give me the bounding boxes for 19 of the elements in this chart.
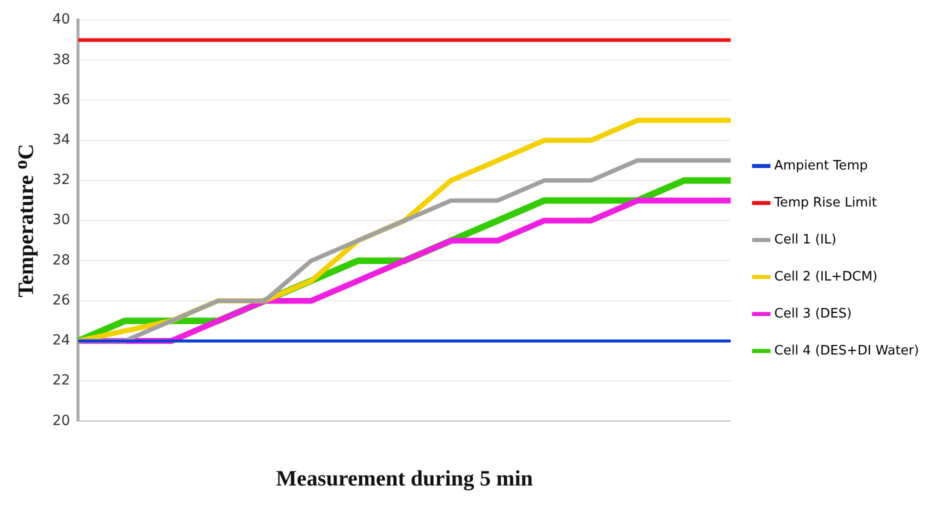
y-tick-label: 26 <box>52 292 70 308</box>
y-tick-label: 22 <box>52 372 70 389</box>
legend-label: Cell 4 (DES+DI Water) <box>774 343 920 358</box>
y-tick-label: 20 <box>52 412 70 429</box>
legend-label: Ampient Temp <box>774 158 868 174</box>
legend-label: Cell 2 (IL+DCM) <box>774 269 878 284</box>
legend-label: Temp Rise Limit <box>773 195 877 210</box>
legend-label: Cell 1 (IL) <box>774 232 836 248</box>
y-tick-label: 32 <box>52 172 70 188</box>
y-tick-label: 30 <box>52 212 70 228</box>
y-tick-label: 28 <box>52 252 70 268</box>
y-tick-label: 36 <box>52 92 70 108</box>
y-tick-label: 38 <box>52 52 70 68</box>
y-tick-label: 24 <box>52 332 70 349</box>
y-axis-title: Temperature ᴼC <box>12 144 38 298</box>
x-axis-title: Measurement during 5 min <box>276 465 533 490</box>
legend-label: Cell 3 (DES) <box>774 306 852 322</box>
y-tick-label: 40 <box>52 12 70 28</box>
y-tick-label: 34 <box>52 132 70 148</box>
